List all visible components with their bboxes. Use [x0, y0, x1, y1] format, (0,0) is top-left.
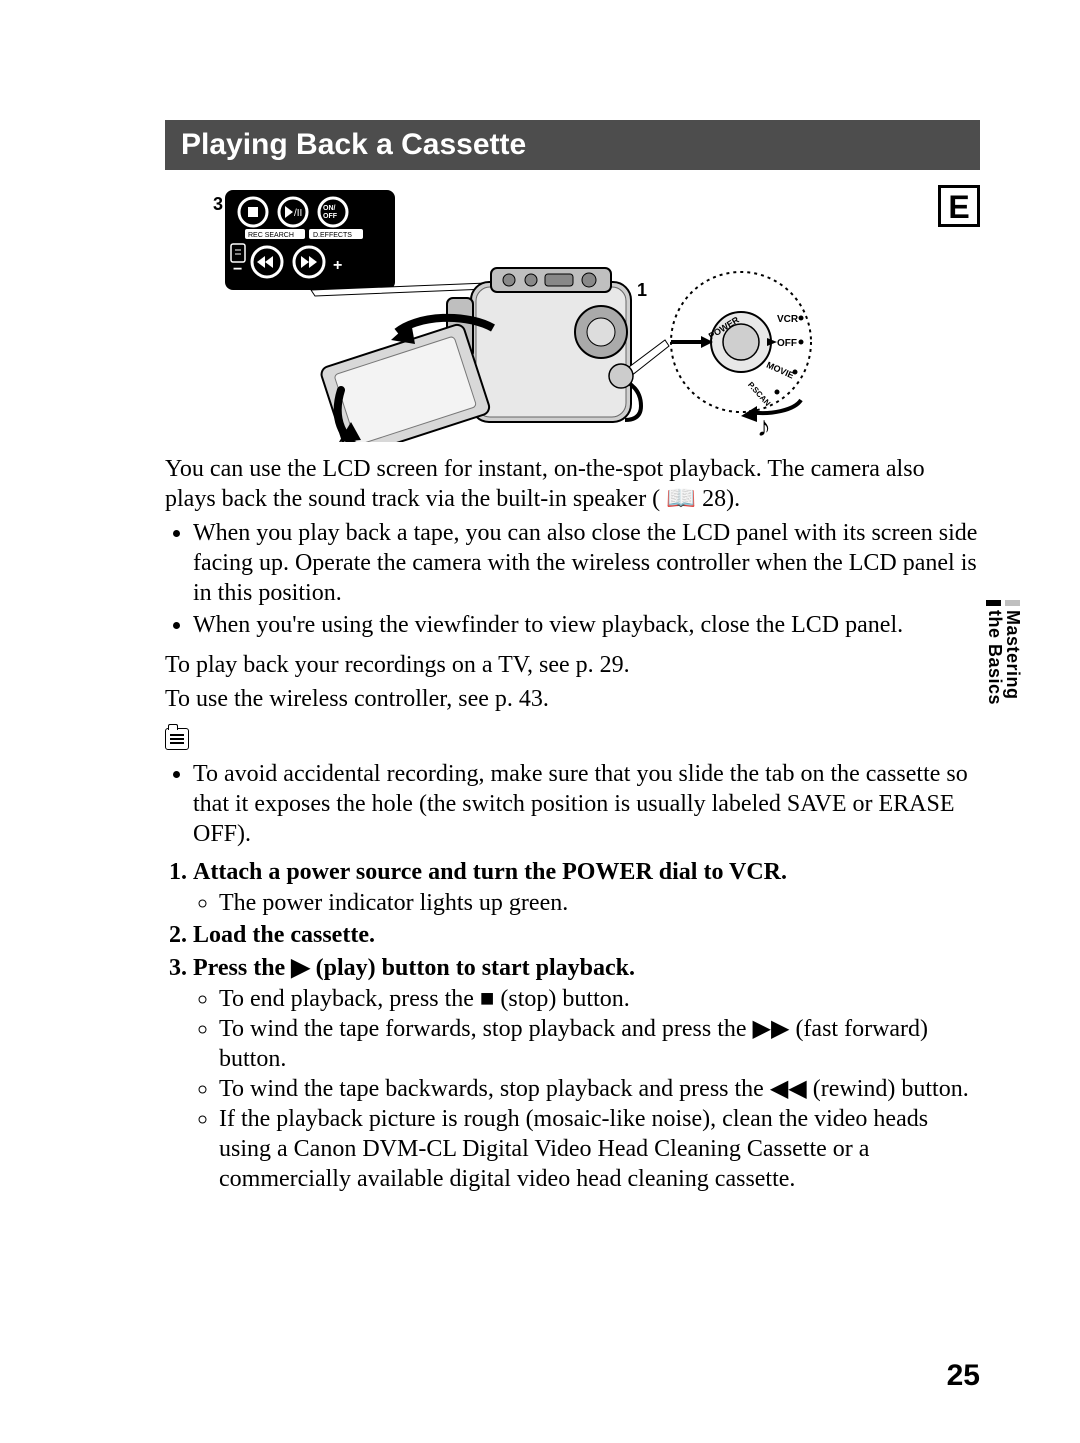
rewind-inline-icon: ◀◀ — [770, 1075, 807, 1102]
off-label: OFF — [323, 213, 338, 220]
s3s1-pre: To end playback, press the — [219, 986, 480, 1012]
step-1-title: Attach a power source and turn the POWER… — [193, 859, 787, 885]
deffects-label: D.EFFECTS — [313, 232, 352, 239]
s3s3-post: (rewind) button. — [807, 1076, 969, 1102]
see-also-block: To play back your recordings on a TV, se… — [165, 650, 980, 714]
tv-line: To play back your recordings on a TV, se… — [165, 650, 980, 680]
stop-icon — [248, 207, 258, 217]
pause-glyph: /II — [294, 208, 302, 219]
side-line-1: Mastering — [1003, 610, 1023, 700]
page-number: 25 — [947, 1359, 980, 1393]
figure-svg: 3 /II ON/ OFF REC SEARCH D.EFFECTS − — [201, 182, 889, 442]
s3s1-post: (stop) button. — [494, 986, 629, 1012]
step-3: Press the ▶ (play) button to start playb… — [193, 953, 980, 1194]
side-section-tab: Mastering the Basics — [986, 600, 1020, 705]
step-1-sub-1: The power indicator lights up green. — [219, 888, 980, 918]
step-3-sub-3: To wind the tape backwards, stop playbac… — [219, 1074, 980, 1104]
step-3-prefix: Press the — [193, 955, 291, 981]
section-header: Playing Back a Cassette — [165, 120, 980, 170]
step-2-title: Load the cassette. — [193, 922, 375, 948]
on-label: ON/ — [323, 205, 336, 212]
step-3-suffix: (play) button to start playback. — [310, 955, 635, 981]
stop-square-icon: ■ — [480, 985, 495, 1012]
side-tab-text: Mastering the Basics — [986, 610, 1022, 705]
s3s3-pre: To wind the tape backwards, stop playbac… — [219, 1076, 770, 1102]
ffwd-inline-icon: ▶▶ — [753, 1015, 790, 1042]
intro-text-1: You can use the LCD screen for instant, … — [165, 456, 925, 512]
step-2: Load the cassette. — [193, 922, 980, 949]
side-tab-bars — [986, 600, 1020, 606]
manual-page: Playing Back a Cassette E 3 /II ON/ OFF … — [0, 0, 1080, 1443]
figure-camera-diagram: 3 /II ON/ OFF REC SEARCH D.EFFECTS − — [201, 182, 889, 442]
note-bullet-1: To avoid accidental recording, make sure… — [193, 759, 980, 849]
step-1: Attach a power source and turn the POWER… — [193, 859, 980, 918]
step-3-sub-1: To end playback, press the ■ (stop) butt… — [219, 984, 980, 1014]
side-line-2: the Basics — [985, 610, 1005, 705]
intro-bullets: When you play back a tape, you can also … — [165, 518, 980, 640]
musical-note-icon: ♪ — [757, 411, 771, 442]
side-bar-black — [986, 600, 1001, 606]
language-badge: E — [938, 185, 980, 227]
step-3-sub-4: If the playback picture is rough (mosaic… — [219, 1104, 980, 1194]
manual-ref-icon: 📖 — [666, 485, 696, 512]
note-icon — [165, 728, 189, 750]
wireless-line: To use the wireless controller, see p. 4… — [165, 684, 980, 714]
plus-label: + — [333, 257, 342, 274]
intro-bullet-1: When you play back a tape, you can also … — [193, 518, 980, 608]
on-off-button-outline[interactable] — [319, 198, 347, 226]
vcr-label: VCR — [777, 314, 799, 325]
callout-label-1: 1 — [637, 280, 647, 300]
callout-label-3: 3 — [213, 194, 223, 214]
s3s2-pre: To wind the tape forwards, stop playback… — [219, 1016, 753, 1042]
intro-ref: 28). — [702, 486, 740, 512]
side-bar-gray — [1005, 600, 1020, 606]
minus-label: − — [233, 261, 242, 278]
off-mode-label: OFF — [777, 338, 797, 349]
step-3-sub-2: To wind the tape forwards, stop playback… — [219, 1014, 980, 1074]
intro-bullet-2: When you're using the viewfinder to view… — [193, 610, 980, 640]
play-triangle-icon: ▶ — [291, 954, 309, 981]
intro-paragraph: You can use the LCD screen for instant, … — [165, 454, 980, 514]
rec-search-label: REC SEARCH — [248, 232, 294, 239]
note-block: To avoid accidental recording, make sure… — [165, 728, 980, 849]
steps-list: Attach a power source and turn the POWER… — [165, 859, 980, 1194]
